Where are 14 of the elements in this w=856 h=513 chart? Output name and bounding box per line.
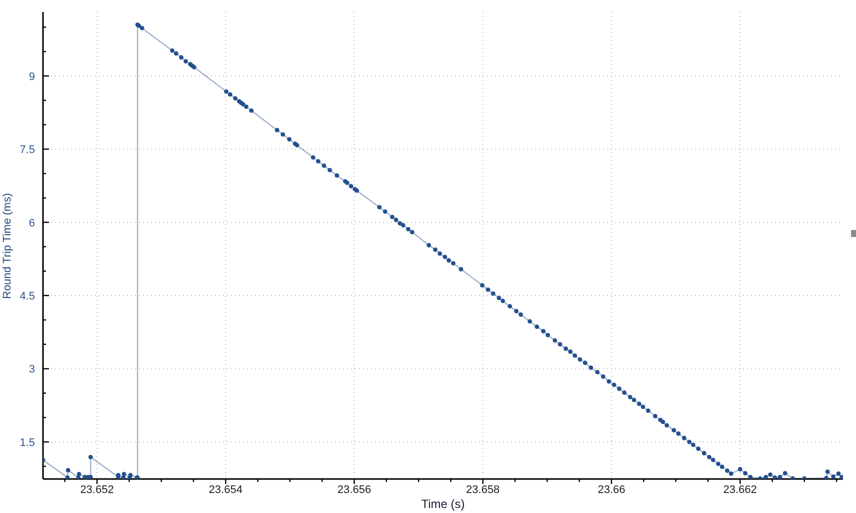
y-tick-label: 4.5: [20, 290, 35, 303]
x-axis-title: Time (s): [420, 497, 466, 512]
x-tick-label: 23.654: [208, 484, 242, 496]
x-tick-label: 23.658: [466, 484, 500, 496]
x-tick-label: 23.66: [598, 484, 626, 496]
x-tick-label: 23.662: [723, 484, 757, 496]
y-tick-label: 1.5: [20, 436, 35, 449]
y-axis-title: Round Trip Time (ms): [2, 192, 14, 298]
y-tick-label: 6: [28, 217, 35, 230]
x-tick-label: 23.656: [337, 484, 372, 496]
y-tick-label: 7.5: [20, 144, 35, 156]
y-tick-label: 9: [28, 70, 35, 83]
x-tick-label: 23.652: [80, 484, 114, 496]
y-tick-label: 3: [28, 364, 35, 376]
